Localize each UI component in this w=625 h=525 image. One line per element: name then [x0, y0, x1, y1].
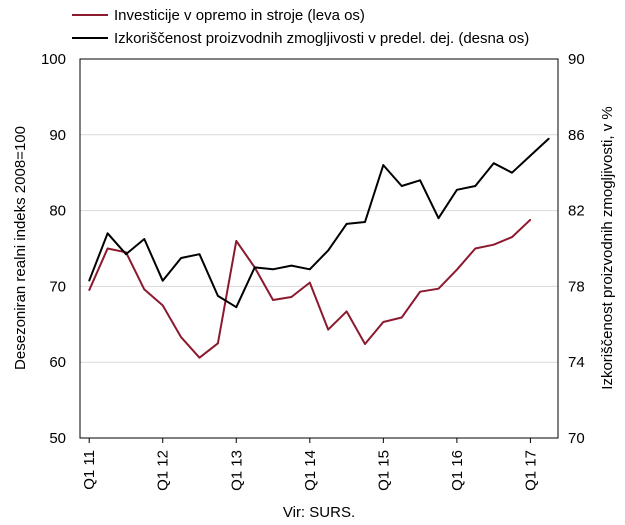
data-point-investicije — [88, 289, 90, 292]
gridlines — [80, 58, 558, 439]
data-point-izkoriscenost — [290, 264, 293, 267]
data-point-investicije — [345, 310, 348, 313]
data-point-izkoriscenost — [88, 279, 90, 282]
data-point-izkoriscenost — [492, 162, 495, 164]
y-left-tick-label: 100 — [41, 51, 66, 68]
data-point-izkoriscenost — [180, 257, 182, 259]
series-line-izkoriscenost — [88, 137, 550, 309]
y-right-tick-label: 74 — [568, 354, 585, 371]
plot-area-frame — [79, 58, 559, 439]
data-point-izkoriscenost — [235, 306, 238, 309]
y-right-tick-label: 82 — [568, 203, 585, 220]
data-point-izkoriscenost — [143, 238, 146, 240]
data-point-investicije — [198, 356, 201, 359]
data-point-investicije — [529, 218, 532, 221]
y-axis-left-title: Desezoniran realni indeks 2008=100 — [12, 126, 29, 370]
legend-label-izkoriscenost: Izkoriščenost proizvodnih zmogljivosti v… — [114, 30, 529, 47]
x-tick-label: Q1 12 — [155, 450, 172, 491]
data-point-izkoriscenost — [327, 249, 330, 252]
y-left-tick-label: 90 — [49, 127, 66, 144]
y-right-tick-label: 90 — [568, 51, 585, 68]
x-tick-label: Q1 13 — [228, 450, 245, 491]
data-point-izkoriscenost — [309, 268, 311, 271]
data-point-izkoriscenost — [125, 253, 127, 255]
y-left-tick-label: 50 — [49, 430, 66, 447]
y-right-tick-label: 70 — [568, 430, 585, 447]
data-point-investicije — [437, 287, 440, 290]
data-point-investicije — [419, 290, 421, 293]
x-tick-label: Q1 16 — [449, 450, 466, 491]
data-point-investicije — [272, 299, 274, 301]
data-point-investicije — [382, 321, 385, 323]
data-point-investicije — [309, 281, 311, 284]
data-point-investicije — [456, 268, 458, 271]
data-point-investicije — [143, 288, 146, 291]
y-axis-right-ticks: 70 74 78 82 86 90 — [568, 51, 585, 447]
data-point-investicije — [474, 247, 477, 250]
data-point-investicije — [364, 343, 366, 345]
data-point-izkoriscenost — [437, 217, 440, 219]
data-point-izkoriscenost — [400, 185, 403, 187]
data-point-izkoriscenost — [419, 179, 421, 182]
x-tick-label: Q1 11 — [81, 450, 98, 490]
data-point-investicije — [161, 304, 164, 307]
y-left-tick-label: 80 — [49, 203, 66, 220]
y-right-tick-label: 86 — [568, 127, 585, 144]
y-axis-right-title: Izkoriščenost proizvodnih zmogljivosti, … — [599, 106, 616, 389]
data-point-investicije — [217, 342, 219, 345]
data-point-izkoriscenost — [106, 232, 109, 235]
data-point-izkoriscenost — [198, 253, 201, 255]
source-note: Vir: SURS. — [283, 504, 355, 521]
y-right-tick-label: 78 — [568, 278, 585, 295]
data-point-izkoriscenost — [456, 189, 458, 191]
data-point-investicije — [180, 336, 182, 339]
data-point-izkoriscenost — [272, 268, 274, 271]
data-point-izkoriscenost — [217, 295, 219, 297]
data-point-investicije — [492, 243, 495, 246]
x-tick-label: Q1 17 — [522, 450, 539, 491]
data-point-izkoriscenost — [345, 223, 348, 225]
data-point-izkoriscenost — [364, 221, 366, 223]
data-point-izkoriscenost — [253, 266, 256, 269]
data-point-izkoriscenost — [548, 137, 550, 140]
data-point-investicije — [106, 247, 109, 250]
legend-label-investicije: Investicije v opremo in stroje (leva os) — [114, 7, 365, 24]
data-point-investicije — [327, 328, 330, 331]
legend: Investicije v opremo in stroje (leva os)… — [72, 7, 529, 47]
series-line-investicije — [88, 218, 532, 359]
data-point-izkoriscenost — [474, 185, 477, 187]
data-point-izkoriscenost — [161, 279, 164, 282]
data-point-izkoriscenost — [511, 171, 513, 174]
data-point-investicije — [400, 316, 403, 319]
data-point-investicije — [290, 296, 293, 298]
y-left-tick-label: 70 — [49, 278, 66, 295]
data-point-investicije — [511, 236, 513, 238]
data-point-izkoriscenost — [529, 154, 532, 157]
y-axis-left-ticks: 50 60 70 80 90 100 — [41, 51, 66, 447]
data-point-izkoriscenost — [382, 164, 385, 166]
x-axis-ticks: Q1 11 Q1 12 Q1 13 Q1 14 Q1 15 Q1 16 Q1 17 — [81, 438, 539, 491]
x-tick-label: Q1 14 — [302, 450, 319, 491]
series-layer — [88, 137, 550, 359]
data-point-investicije — [235, 240, 238, 242]
x-tick-label: Q1 15 — [375, 450, 392, 491]
y-left-tick-label: 60 — [49, 354, 66, 371]
